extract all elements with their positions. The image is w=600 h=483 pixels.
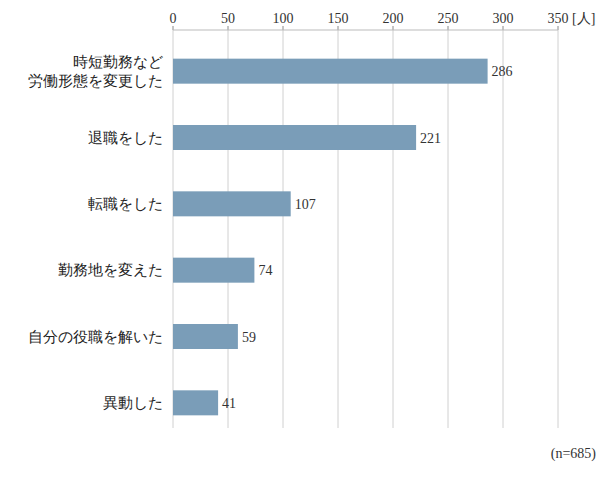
tick-mark (503, 26, 504, 30)
category-label: 自分の役職を解いた (28, 329, 163, 345)
data-label: 107 (295, 197, 316, 212)
tick-label: 200 (383, 11, 404, 26)
grid-line (228, 30, 229, 428)
tick-mark (448, 26, 449, 30)
chart-root: 0 50 100 150 200 250 300 350[人] 286 221 107 74 59 41 時… (0, 0, 600, 483)
grid-line (338, 30, 339, 428)
tick-mark (283, 26, 284, 30)
category-label: 勤務地を変えた (58, 262, 163, 278)
data-label: 286 (492, 64, 513, 79)
bar (173, 125, 416, 150)
category-label-line: 時短勤務など (73, 54, 163, 70)
category-label-line: 自分の役職を解いた (28, 329, 163, 345)
grid-line (558, 30, 559, 428)
grid-line (393, 30, 394, 428)
tick-label: 150 (328, 11, 349, 26)
grid-line (448, 30, 449, 428)
bars (173, 59, 488, 416)
category-label-line: 異動した (103, 395, 163, 411)
tick-label: 300 (493, 11, 514, 26)
tick-mark (393, 26, 394, 30)
grid-line (283, 30, 284, 428)
tick-label: 100 (273, 11, 294, 26)
bar (173, 191, 291, 216)
category-label: 異動した (103, 395, 163, 411)
tick-mark (173, 26, 174, 30)
tick-label: 350 (548, 11, 569, 26)
data-label: 59 (242, 330, 256, 345)
category-label-line: 退職をした (88, 130, 163, 146)
bar (173, 324, 238, 349)
data-label: 41 (222, 396, 236, 411)
grid-line (173, 30, 174, 428)
grid (173, 26, 558, 428)
bar (173, 390, 218, 415)
annotation: (n=685) (551, 446, 597, 462)
data-label: 74 (258, 263, 272, 278)
tick-label: 0 (170, 11, 177, 26)
data-label: 221 (420, 131, 441, 146)
grid-line (503, 30, 504, 428)
chart-svg: 0 50 100 150 200 250 300 350[人] 286 221 107 74 59 41 時… (0, 0, 600, 483)
bar (173, 59, 488, 84)
category-label: 転職をした (88, 196, 163, 212)
category-label-line: 労働形態を変更した (28, 73, 163, 89)
tick-mark (338, 26, 339, 30)
bar (173, 258, 254, 283)
category-label: 時短勤務など労働形態を変更した (28, 54, 163, 89)
tick-label: 50 (221, 11, 235, 26)
axis-line (173, 30, 558, 31)
tick-mark (558, 26, 559, 30)
tick-mark (228, 26, 229, 30)
tick-label: 250 (438, 11, 459, 26)
category-label-line: 転職をした (88, 196, 163, 212)
category-label-line: 勤務地を変えた (58, 262, 163, 278)
axis-label: [人] (572, 11, 595, 26)
category-label: 退職をした (88, 130, 163, 146)
